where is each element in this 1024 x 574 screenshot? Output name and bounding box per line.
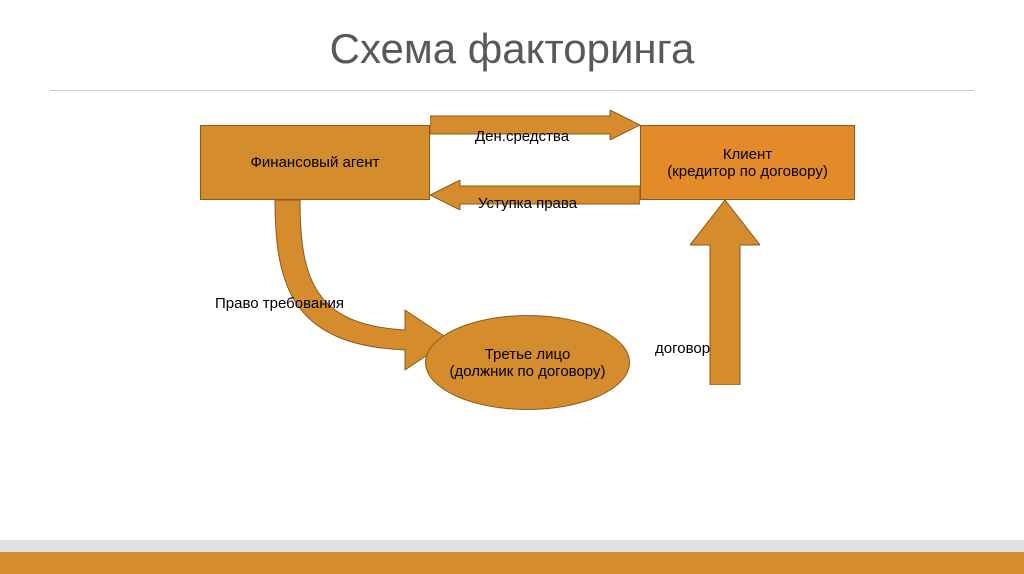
node-client-label1: Клиент: [723, 146, 772, 163]
label-money: Ден.средства: [475, 128, 569, 145]
node-agent: Финансовый агент: [200, 125, 430, 200]
label-contract: договор: [655, 340, 710, 357]
title-divider: [50, 90, 974, 91]
node-third-party-label2: (должник по договору): [450, 363, 606, 380]
node-third-party: Третье лицо (должник по договору): [425, 315, 630, 410]
arrow-contract: [690, 200, 760, 385]
label-assignment: Уступка права: [478, 195, 577, 212]
diagram-title: Схема факторинга: [0, 25, 1024, 73]
node-client: Клиент (кредитор по договору): [640, 125, 855, 200]
node-third-party-label1: Третье лицо: [485, 346, 571, 363]
footer-bar-bottom: [0, 552, 1024, 574]
arrow-claim-right: [215, 200, 455, 380]
node-agent-label: Финансовый агент: [251, 154, 380, 171]
label-claim-right: Право требования: [215, 295, 344, 312]
node-client-label2: (кредитор по договору): [667, 163, 828, 180]
footer-bar-top: [0, 540, 1024, 552]
